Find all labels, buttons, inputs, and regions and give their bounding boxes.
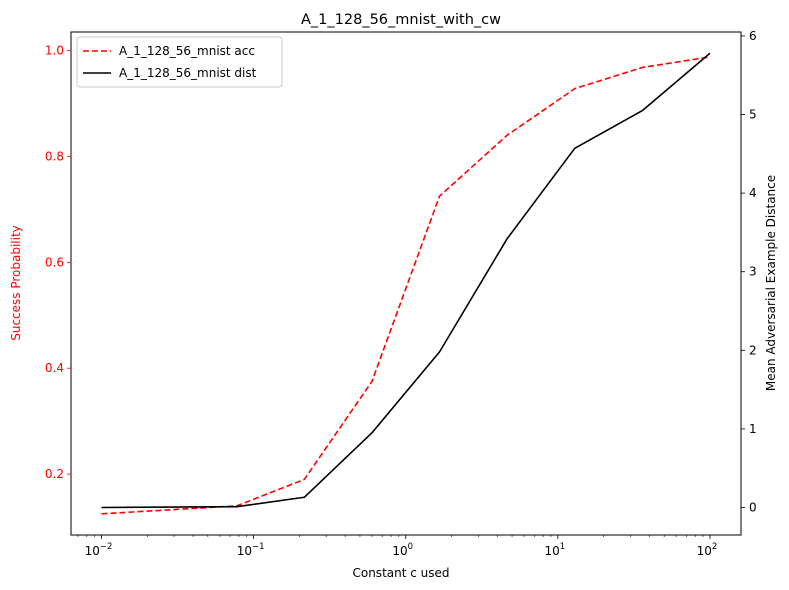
right-y-tick-label-0: 0	[749, 500, 757, 514]
right-y-tick-label-5: 5	[749, 108, 757, 122]
x-tick-label-4: 102	[697, 542, 718, 558]
right-y-tick-label-2: 2	[749, 343, 757, 357]
series-line-0	[101, 56, 711, 515]
legend-box	[76, 36, 283, 88]
right-y-axis-label: Mean Adversarial Example Distance	[764, 175, 778, 391]
x-tick-label-3: 101	[544, 542, 565, 558]
left-y-tick-label-0: 0.2	[45, 467, 64, 481]
right-y-tick-label-1: 1	[749, 422, 757, 436]
x-tick-label-2: 100	[392, 542, 413, 558]
left-y-tick-label-3: 0.8	[45, 149, 64, 163]
left-y-tick-label-4: 1.0	[45, 44, 64, 58]
right-y-tick-label-3: 3	[749, 265, 757, 279]
legend: A_1_128_56_mnist acc A_1_128_56_mnist dis…	[76, 36, 283, 88]
left-y-axis-label: Success Probability	[9, 225, 23, 341]
x-tick-label-0: 10−2	[85, 542, 113, 558]
series-line-1	[101, 52, 711, 509]
chart-title: A_1_128_56_mnist_with_cw	[301, 12, 501, 28]
right-y-tick-label-6: 6	[749, 29, 757, 43]
legend-label-0: A_1_128_56_mnist acc	[119, 44, 255, 58]
left-y-tick-label-2: 0.6	[45, 255, 64, 269]
plot-area: 10−2 10−1 100 101 102 0.2 0.4 0.6 0.8 1.0 0 1 2 3 4 5 6	[45, 29, 757, 558]
x-axis-label: Constant c used	[352, 566, 449, 580]
x-tick-label-1: 10−1	[237, 542, 265, 558]
legend-label-1: A_1_128_56_mnist dist	[119, 66, 257, 80]
right-y-tick-label-4: 4	[749, 186, 757, 200]
left-y-tick-label-1: 0.4	[45, 361, 64, 375]
